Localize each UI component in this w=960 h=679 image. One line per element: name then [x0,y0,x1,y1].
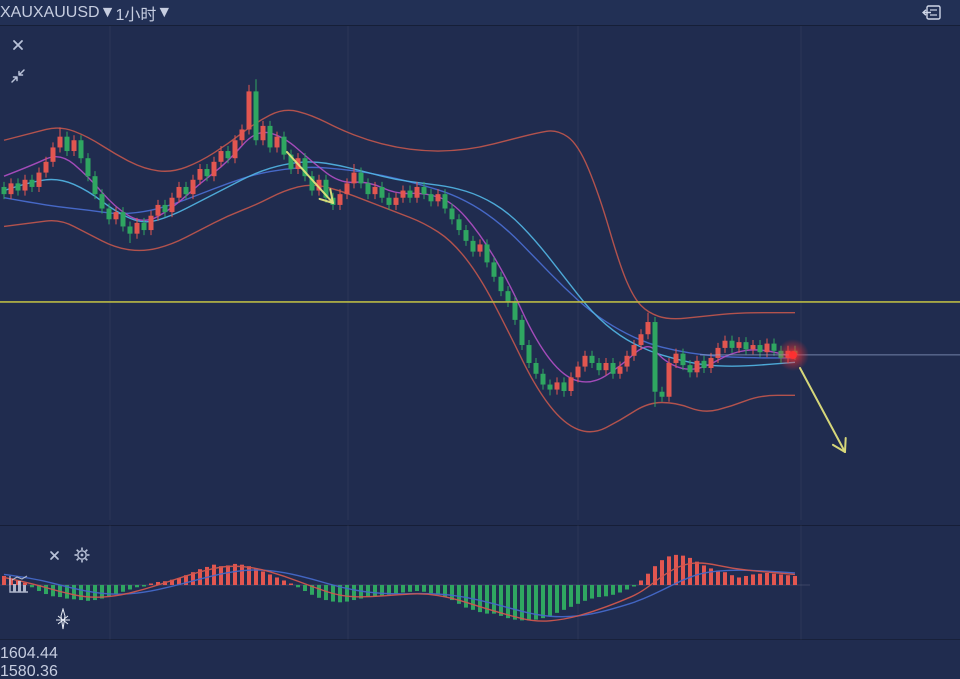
symbol-badge: XAU [0,3,33,21]
timeframe-selector[interactable]: 1小时 [115,6,157,24]
price-label-mid: 1580.36 [0,663,58,679]
collapse-icon[interactable] [10,68,26,84]
price-label-top: 1604.44 [0,645,58,662]
chevron-down-icon[interactable]: ▼ [99,3,116,21]
chevron-down-icon[interactable]: ▼ [156,3,173,21]
close-chart-icon[interactable] [11,38,25,52]
macd-settings-gear-icon[interactable] [74,547,90,563]
watermark-logo-icon [56,608,70,630]
top-bar: XAU XAUUSD ▼ 1小时 ▼ [0,0,960,26]
macd-close-icon[interactable] [48,549,61,562]
bar-chart-icon [9,575,28,593]
panel-toggle-icon[interactable] [922,4,944,22]
symbol-selector[interactable]: XAUUSD [32,3,100,21]
macd-chart[interactable] [0,525,960,640]
candlestick-chart[interactable] [0,0,960,520]
